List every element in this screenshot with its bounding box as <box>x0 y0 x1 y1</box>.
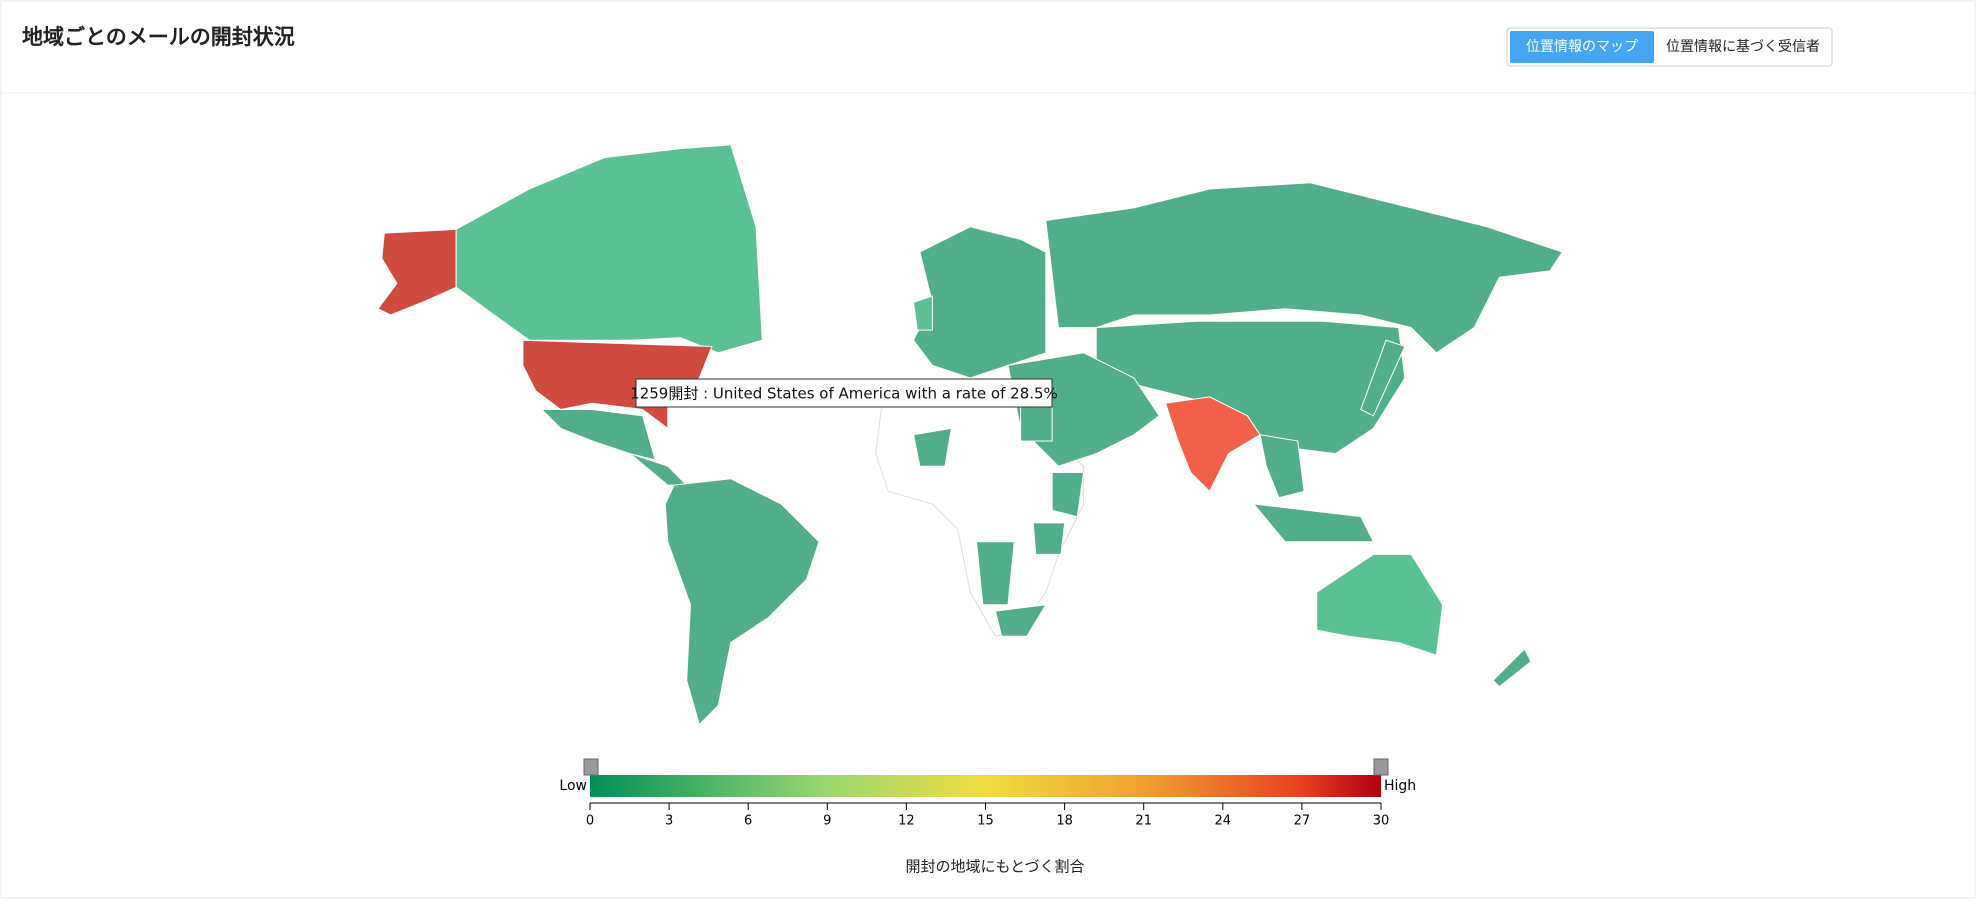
tick-label: 0 <box>586 814 594 829</box>
country <box>1492 648 1532 688</box>
legend-title: 開封の地域にもとづく割合 <box>905 858 1084 876</box>
world-map <box>377 138 1564 726</box>
country <box>1051 471 1085 518</box>
slider-handle[interactable] <box>583 758 599 776</box>
legend-low: Low <box>559 778 587 794</box>
tooltip-box <box>635 378 1053 408</box>
tick-label: 24 <box>1215 814 1232 829</box>
country <box>912 295 933 331</box>
color-bar <box>590 775 1381 797</box>
country <box>912 427 952 467</box>
tab-label[interactable]: 位置情報のマップ <box>1526 39 1638 55</box>
country <box>912 226 1047 379</box>
tick-label: 9 <box>823 814 831 829</box>
legend-high: High <box>1384 778 1416 794</box>
tick-label: 30 <box>1373 814 1390 829</box>
country <box>994 604 1047 637</box>
tooltip-text: 1259開封 : United States of America with a… <box>630 385 1058 403</box>
country <box>1316 553 1444 656</box>
tick-label: 21 <box>1135 814 1152 829</box>
tab-label[interactable]: 位置情報に基づく受信者 <box>1666 38 1820 55</box>
tick-label: 27 <box>1294 814 1311 829</box>
country <box>1360 339 1406 417</box>
page-title: 地域ごとのメールの開封状況 <box>22 25 295 49</box>
country <box>540 408 656 461</box>
tick-label: 18 <box>1056 814 1073 829</box>
tick-label: 6 <box>744 814 752 829</box>
country <box>1045 182 1564 354</box>
country <box>1259 434 1305 499</box>
tick-label: 15 <box>977 814 994 829</box>
tooltip: 1259開封 : United States of America with a… <box>630 378 1058 408</box>
country <box>975 541 1015 606</box>
country <box>1032 522 1066 555</box>
slider-handle[interactable] <box>1373 758 1389 776</box>
color-legend: Low High 開封の地域にもとづく割合 0 3 6 9 12 15 18 21 24 27 30 <box>559 758 1416 876</box>
country <box>664 478 820 726</box>
country <box>1164 396 1261 493</box>
tick-label: 3 <box>665 814 673 829</box>
country <box>1252 503 1375 543</box>
country <box>1020 402 1053 442</box>
tick-label: 12 <box>898 814 915 829</box>
country <box>704 138 896 297</box>
tab-active[interactable] <box>1510 31 1654 63</box>
